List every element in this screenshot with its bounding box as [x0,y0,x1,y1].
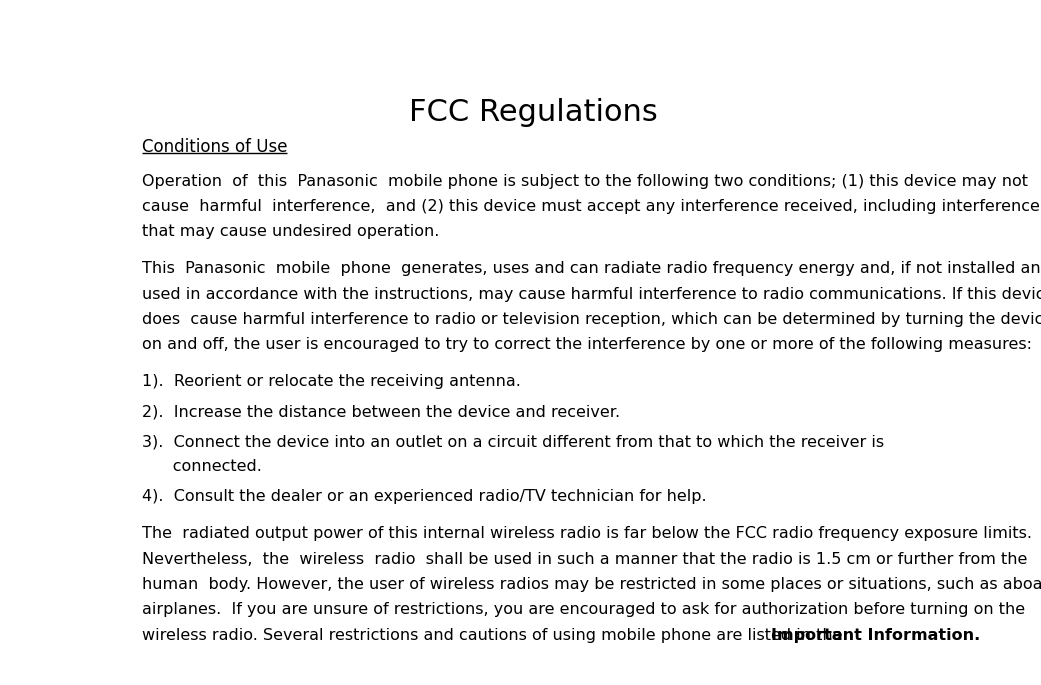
Text: cause  harmful  interference,  and (2) this device must accept any interference : cause harmful interference, and (2) this… [143,199,1040,214]
Text: connected.: connected. [143,460,262,475]
Text: airplanes.  If you are unsure of restrictions, you are encouraged to ask for aut: airplanes. If you are unsure of restrict… [143,602,1025,617]
Text: human  body. However, the user of wireless radios may be restricted in some plac: human body. However, the user of wireles… [143,577,1041,592]
Text: wireless radio. Several restrictions and cautions of using mobile phone are list: wireless radio. Several restrictions and… [143,627,847,643]
Text: 4).  Consult the dealer or an experienced radio/TV technician for help.: 4). Consult the dealer or an experienced… [143,489,707,504]
Text: This  Panasonic  mobile  phone  generates, uses and can radiate radio frequency : This Panasonic mobile phone generates, u… [143,261,1041,276]
Text: 3).  Connect the device into an outlet on a circuit different from that to which: 3). Connect the device into an outlet on… [143,434,885,449]
Text: Operation  of  this  Panasonic  mobile phone is subject to the following two con: Operation of this Panasonic mobile phone… [143,174,1029,189]
Text: does  cause harmful interference to radio or television reception, which can be : does cause harmful interference to radio… [143,312,1041,327]
Text: that may cause undesired operation.: that may cause undesired operation. [143,225,439,239]
Text: used in accordance with the instructions, may cause harmful interference to radi: used in accordance with the instructions… [143,286,1041,301]
Text: Important Information.: Important Information. [771,627,981,643]
Text: 2).  Increase the distance between the device and receiver.: 2). Increase the distance between the de… [143,404,620,419]
Text: Conditions of Use: Conditions of Use [143,138,287,155]
Text: The  radiated output power of this internal wireless radio is far below the FCC : The radiated output power of this intern… [143,526,1033,541]
Text: on and off, the user is encouraged to try to correct the interference by one or : on and off, the user is encouraged to tr… [143,337,1033,352]
Text: FCC Regulations: FCC Regulations [409,98,658,127]
Text: 1).  Reorient or relocate the receiving antenna.: 1). Reorient or relocate the receiving a… [143,374,522,389]
Text: Nevertheless,  the  wireless  radio  shall be used in such a manner that the rad: Nevertheless, the wireless radio shall b… [143,551,1027,566]
